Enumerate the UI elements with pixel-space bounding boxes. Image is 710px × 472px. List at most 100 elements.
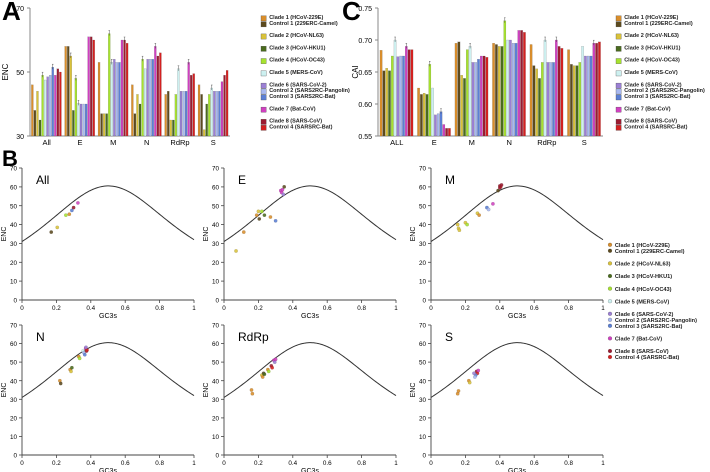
svg-text:0: 0	[222, 305, 226, 312]
svg-text:40: 40	[10, 222, 18, 229]
svg-text:30: 30	[10, 397, 18, 404]
svg-text:0: 0	[20, 460, 24, 467]
svg-text:All: All	[43, 138, 52, 147]
svg-text:30: 30	[419, 241, 427, 248]
svg-text:70: 70	[10, 323, 18, 330]
svg-text:0.6: 0.6	[530, 460, 539, 467]
svg-text:20: 20	[419, 260, 427, 267]
svg-text:0.4: 0.4	[86, 460, 95, 467]
svg-text:ENC: ENC	[203, 383, 210, 398]
svg-text:Control 3 (SARS2RC-Bat): Control 3 (SARS2RC-Bat)	[269, 94, 335, 100]
svg-text:GC3s: GC3s	[301, 313, 319, 320]
svg-text:0: 0	[13, 453, 17, 460]
svg-text:0.6: 0.6	[121, 305, 130, 312]
svg-text:0: 0	[429, 305, 433, 312]
svg-text:0.2: 0.2	[254, 305, 263, 312]
svg-text:ENC: ENC	[1, 383, 8, 398]
svg-text:N: N	[144, 138, 149, 147]
svg-text:RdRp: RdRp	[238, 330, 269, 344]
svg-text:M: M	[110, 138, 116, 147]
svg-text:E: E	[77, 138, 82, 147]
svg-text:RdRp: RdRp	[537, 138, 556, 147]
svg-text:70: 70	[419, 166, 427, 173]
svg-text:10: 10	[10, 434, 18, 441]
svg-text:50: 50	[10, 360, 18, 367]
svg-text:0: 0	[20, 305, 24, 312]
svg-text:0.8: 0.8	[357, 305, 366, 312]
svg-text:0: 0	[222, 460, 226, 467]
svg-text:S: S	[582, 138, 587, 147]
svg-text:0.4: 0.4	[288, 460, 297, 467]
svg-text:Control 4 (SARSRC-Bat): Control 4 (SARSRC-Bat)	[624, 124, 687, 130]
svg-text:0.2: 0.2	[461, 305, 470, 312]
svg-text:60: 60	[212, 185, 220, 192]
svg-text:ENC: ENC	[203, 227, 210, 242]
svg-text:E: E	[432, 138, 437, 147]
svg-text:ENC: ENC	[1, 63, 10, 80]
svg-text:20: 20	[212, 260, 220, 267]
svg-text:ENC: ENC	[410, 227, 417, 242]
svg-text:50: 50	[10, 203, 18, 210]
svg-text:M: M	[445, 173, 455, 187]
svg-text:Clade 7 (Bat-CoV): Clade 7 (Bat-CoV)	[615, 337, 662, 343]
svg-text:S: S	[445, 330, 453, 344]
svg-text:0.75: 0.75	[358, 6, 372, 13]
svg-text:CAI: CAI	[351, 65, 360, 78]
svg-text:ENC: ENC	[410, 383, 417, 398]
svg-text:30: 30	[16, 134, 24, 141]
svg-text:50: 50	[419, 203, 427, 210]
svg-text:GC3s: GC3s	[99, 313, 117, 320]
svg-text:30: 30	[419, 397, 427, 404]
svg-text:20: 20	[419, 416, 427, 423]
svg-text:Control 4 (SARSRC-Bat): Control 4 (SARSRC-Bat)	[615, 355, 679, 361]
svg-text:40: 40	[419, 222, 427, 229]
svg-text:GC3s: GC3s	[508, 468, 526, 472]
svg-text:60: 60	[212, 341, 220, 348]
svg-text:Clade 3 (HCoV-HKU1): Clade 3 (HCoV-HKU1)	[624, 45, 680, 51]
svg-text:40: 40	[10, 378, 18, 385]
svg-text:70: 70	[10, 166, 18, 173]
svg-text:30: 30	[212, 241, 220, 248]
svg-text:0.4: 0.4	[288, 305, 297, 312]
svg-text:Control 4 (SARSRC-Bat): Control 4 (SARSRC-Bat)	[269, 124, 332, 130]
svg-text:70: 70	[212, 323, 220, 330]
svg-text:1: 1	[394, 460, 398, 467]
svg-text:Control 1 (229ERC-Camel): Control 1 (229ERC-Camel)	[615, 249, 685, 255]
svg-text:1: 1	[601, 460, 605, 467]
svg-text:40: 40	[212, 222, 220, 229]
svg-text:0.65: 0.65	[358, 70, 372, 77]
svg-text:0.8: 0.8	[564, 305, 573, 312]
svg-text:10: 10	[212, 434, 220, 441]
svg-text:Clade 2 (HCoV-NL63): Clade 2 (HCoV-NL63)	[269, 33, 324, 39]
svg-text:Clade 2 (HCoV-NL63): Clade 2 (HCoV-NL63)	[624, 33, 679, 39]
svg-text:60: 60	[10, 185, 18, 192]
svg-text:Control 3 (SARS2RC-Bat): Control 3 (SARS2RC-Bat)	[624, 94, 690, 100]
svg-text:GC3s: GC3s	[508, 313, 526, 320]
svg-text:70: 70	[212, 166, 220, 173]
svg-text:20: 20	[212, 416, 220, 423]
svg-text:0.8: 0.8	[155, 460, 164, 467]
svg-text:0.2: 0.2	[52, 460, 61, 467]
svg-text:Control 3 (SARS2RC-Bat): Control 3 (SARS2RC-Bat)	[615, 324, 683, 330]
svg-text:Control 1 (229ERC-Camel): Control 1 (229ERC-Camel)	[269, 21, 338, 27]
svg-text:0.6: 0.6	[323, 305, 332, 312]
svg-text:Clade 4 (HCoV-OC43): Clade 4 (HCoV-OC43)	[269, 58, 325, 64]
svg-text:20: 20	[10, 416, 18, 423]
svg-text:Clade 3 (HCoV-HKU1): Clade 3 (HCoV-HKU1)	[615, 274, 672, 280]
svg-text:50: 50	[212, 203, 220, 210]
svg-text:GC3s: GC3s	[301, 468, 319, 472]
svg-text:ENC: ENC	[1, 227, 8, 242]
svg-text:0: 0	[422, 298, 426, 305]
svg-text:10: 10	[212, 279, 220, 286]
svg-text:Control 1 (229ERC-Camel): Control 1 (229ERC-Camel)	[624, 21, 693, 27]
svg-text:20: 20	[10, 260, 18, 267]
svg-text:0.55: 0.55	[358, 134, 372, 141]
svg-text:0.2: 0.2	[52, 305, 61, 312]
svg-text:0.2: 0.2	[254, 460, 263, 467]
svg-text:ALL: ALL	[390, 138, 403, 147]
svg-text:Clade 7 (Bat-CoV): Clade 7 (Bat-CoV)	[269, 106, 316, 112]
svg-text:1: 1	[192, 305, 196, 312]
svg-text:0.4: 0.4	[495, 305, 504, 312]
svg-text:0.2: 0.2	[461, 460, 470, 467]
svg-text:0.8: 0.8	[564, 460, 573, 467]
